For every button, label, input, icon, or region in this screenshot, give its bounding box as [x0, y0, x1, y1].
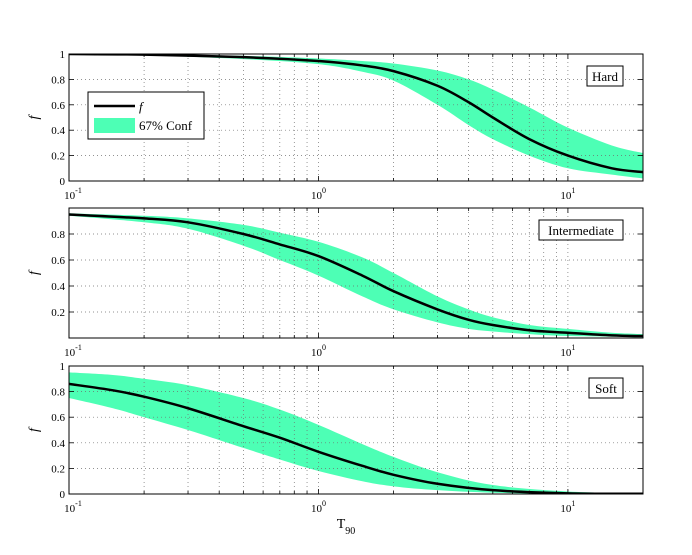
x-tick-label-exponent: 1	[571, 343, 575, 352]
x-tick-label-base: 10	[64, 503, 76, 515]
x-tick-label-base: 10	[311, 190, 323, 202]
x-tick-label-exponent: 0	[322, 186, 326, 195]
x-tick-label: 10-1	[64, 186, 82, 202]
x-tick-label-base: 10	[311, 503, 323, 515]
series-line-f	[69, 213, 643, 338]
x-tick-label: 101	[560, 343, 575, 359]
x-axis-label: T90	[337, 517, 356, 537]
y-axis-label: f	[27, 113, 42, 119]
y-tick-label: 0.2	[51, 463, 65, 475]
y-tick-label: 1	[60, 361, 66, 373]
x-tick-label-base: 10	[64, 347, 76, 359]
y-tick-label: 0.6	[51, 412, 65, 424]
y-tick-label: 0.8	[51, 74, 65, 86]
x-tick-label: 10-1	[64, 343, 82, 359]
y-tick-label: 0	[60, 176, 66, 188]
panel-label: Intermediate	[548, 223, 614, 238]
confidence-band	[69, 372, 643, 494]
y-axis-label: f	[27, 426, 42, 432]
x-tick-label: 101	[560, 499, 575, 515]
panel-label: Soft	[595, 381, 617, 396]
x-tick-label-base: 10	[560, 503, 572, 515]
x-tick-label-exponent: 0	[322, 499, 326, 508]
y-tick-label: 0.4	[51, 438, 65, 450]
legend-label-line: f	[139, 99, 145, 114]
y-tick-label: 0.2	[51, 151, 65, 163]
panel-label: Hard	[592, 69, 618, 84]
panel-label-box	[586, 65, 624, 87]
series-line-f	[69, 382, 643, 494]
grid	[69, 366, 643, 494]
y-axis-label: f	[27, 269, 42, 275]
y-tick-label: 0.6	[51, 100, 65, 112]
x-tick-label: 100	[311, 186, 326, 202]
x-tick-label: 100	[311, 499, 326, 515]
x-tick-label-exponent: -1	[75, 186, 82, 195]
axes-box	[68, 53, 644, 182]
y-tick-label: 0.8	[51, 387, 65, 399]
y-tick-label: 0	[60, 489, 66, 501]
x-tick-label: 10-1	[64, 499, 82, 515]
panel-label-box	[588, 377, 624, 399]
panel-label-box	[538, 219, 624, 241]
grid	[69, 208, 643, 338]
series-line-f	[69, 54, 643, 174]
y-tick-label: 0.4	[51, 281, 65, 293]
x-axis-label-subscript: 90	[345, 526, 355, 537]
x-tick-label: 100	[311, 343, 326, 359]
legend-label-band: 67% Conf	[139, 118, 193, 133]
confidence-band	[69, 213, 643, 338]
x-tick-label-exponent: -1	[75, 499, 82, 508]
x-tick-label-base: 10	[560, 347, 572, 359]
axes-box	[68, 207, 644, 339]
y-tick-label: 0.4	[51, 125, 65, 137]
x-tick-label-exponent: -1	[75, 343, 82, 352]
y-tick-label: 0.6	[51, 255, 65, 267]
x-tick-label-base: 10	[311, 347, 323, 359]
x-tick-label-base: 10	[64, 190, 76, 202]
y-tick-label: 1	[60, 49, 66, 61]
x-tick-label: 101	[560, 186, 575, 202]
x-tick-label-exponent: 1	[571, 186, 575, 195]
x-axis-label-base: T	[337, 517, 346, 532]
y-tick-label: 0.2	[51, 307, 65, 319]
x-tick-label-exponent: 1	[571, 499, 575, 508]
y-tick-label: 0.8	[51, 229, 65, 241]
legend: f 67% Conf	[87, 91, 205, 140]
x-tick-label-exponent: 0	[322, 343, 326, 352]
x-tick-label-base: 10	[560, 190, 572, 202]
axes-box	[68, 365, 644, 495]
legend-band-swatch	[94, 118, 135, 133]
confidence-band	[69, 54, 643, 179]
